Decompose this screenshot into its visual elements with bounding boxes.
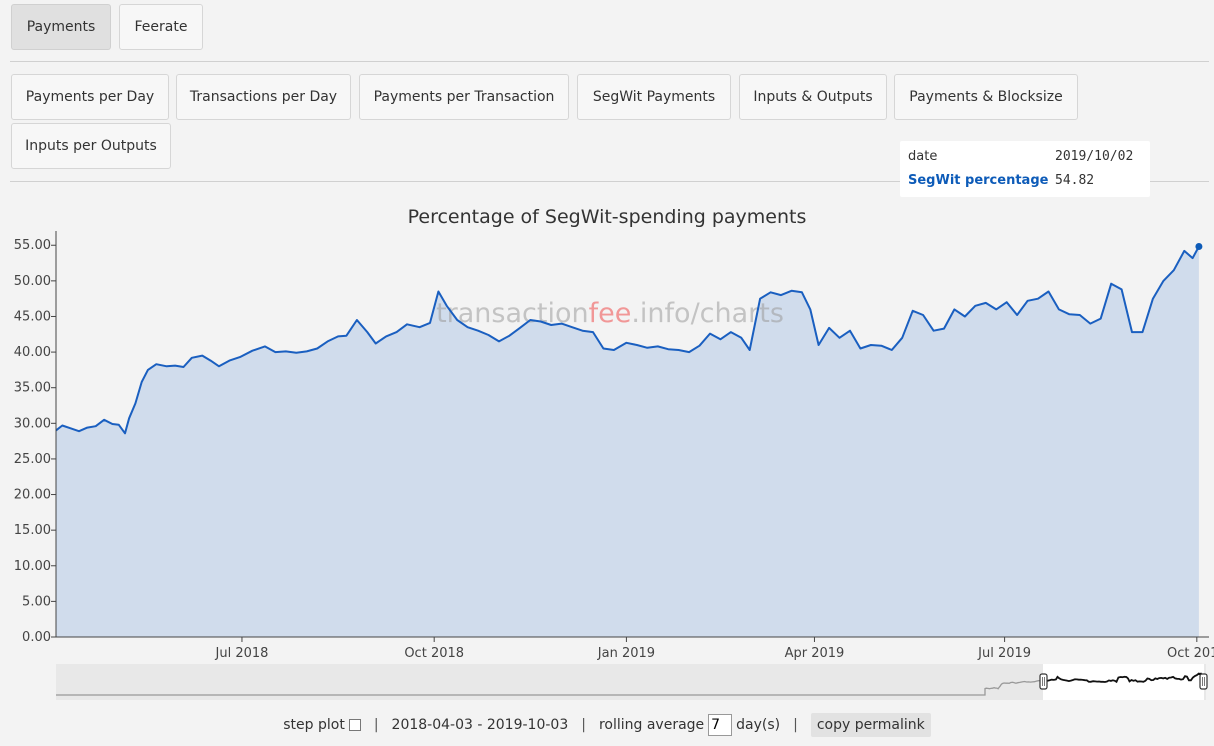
y-tick-label: 40.00 bbox=[14, 345, 51, 360]
date-range-text: 2018-04-03 - 2019-10-03 bbox=[391, 717, 569, 733]
x-tick-label: Jan 2019 bbox=[597, 646, 655, 661]
y-tick-label: 25.00 bbox=[14, 452, 51, 467]
y-tick-label: 0.00 bbox=[22, 630, 51, 645]
chart-button-payments-per-transaction[interactable]: Payments per Transaction bbox=[359, 74, 569, 120]
copy-permalink-button[interactable]: copy permalink bbox=[810, 713, 931, 737]
y-tick-label: 30.00 bbox=[14, 416, 51, 431]
chart-button-label: Payments per Day bbox=[25, 89, 155, 105]
x-tick-label: Jul 2018 bbox=[215, 646, 269, 661]
chart-button-label: Inputs per Outputs bbox=[25, 138, 157, 154]
y-tick-label: 20.00 bbox=[14, 488, 51, 503]
divider bbox=[10, 61, 1209, 62]
legend-date-value: 2019/10/02 bbox=[1055, 149, 1134, 164]
rolling-average-label: rolling average bbox=[598, 717, 705, 733]
watermark: transactionfee.info/charts bbox=[436, 298, 784, 329]
y-tick-label: 35.00 bbox=[14, 381, 51, 396]
separator: | bbox=[793, 717, 798, 733]
highlighted-point bbox=[1195, 243, 1203, 251]
y-tick-label: 15.00 bbox=[14, 523, 51, 538]
chart-button-label: Inputs & Outputs bbox=[753, 89, 873, 105]
chart-button-label: Payments & Blocksize bbox=[909, 89, 1063, 105]
chart-button-payments-blocksize[interactable]: Payments & Blocksize bbox=[894, 74, 1078, 120]
step-plot-label: step plot bbox=[283, 717, 345, 733]
tab-feerate-label: Feerate bbox=[134, 19, 188, 35]
tab-payments[interactable]: Payments bbox=[11, 4, 111, 50]
hover-legend: date 2019/10/02 SegWit percentage 54.82 bbox=[900, 141, 1150, 197]
chart-title: Percentage of SegWit-spending payments bbox=[407, 206, 807, 228]
rolling-unit-label: day(s) bbox=[736, 717, 781, 733]
range-selection bbox=[1043, 664, 1204, 700]
tab-payments-label: Payments bbox=[26, 19, 96, 35]
y-tick-label: 5.00 bbox=[22, 594, 51, 609]
y-tick-label: 50.00 bbox=[14, 274, 51, 289]
tab-feerate[interactable]: Feerate bbox=[119, 4, 203, 50]
series-line bbox=[55, 246, 1200, 435]
chart-controls: step plot | 2018-04-03 - 2019-10-03 | ro… bbox=[0, 712, 1214, 738]
separator: | bbox=[581, 717, 586, 733]
legend-series-value: 54.82 bbox=[1055, 173, 1095, 188]
y-tick-label: 10.00 bbox=[14, 559, 51, 574]
chart-button-label: Payments per Transaction bbox=[373, 89, 555, 105]
x-tick-label: Oct 2019 bbox=[1167, 646, 1214, 661]
legend-series-label: SegWit percentage bbox=[908, 173, 1049, 188]
chart-button-payments-per-day[interactable]: Payments per Day bbox=[11, 74, 169, 120]
range-handle-right[interactable] bbox=[1199, 673, 1208, 690]
chart-button-label: Transactions per Day bbox=[189, 89, 338, 105]
overview-line-selected bbox=[1043, 672, 1203, 684]
divider bbox=[10, 181, 1209, 182]
rolling-average-input[interactable] bbox=[708, 714, 733, 736]
range-background bbox=[56, 664, 1206, 700]
legend-date-label: date bbox=[908, 149, 938, 164]
chart-button-inputs-outputs[interactable]: Inputs & Outputs bbox=[739, 74, 887, 120]
chart-button-label: SegWit Payments bbox=[592, 89, 716, 105]
series-area bbox=[56, 246, 1199, 637]
y-tick-label: 55.00 bbox=[14, 238, 51, 253]
x-tick-label: Jul 2019 bbox=[977, 646, 1031, 661]
y-tick-label: 45.00 bbox=[14, 309, 51, 324]
range-selector[interactable] bbox=[56, 664, 1208, 700]
chart-button-transactions-per-day[interactable]: Transactions per Day bbox=[176, 74, 351, 120]
range-handle-left[interactable] bbox=[1039, 673, 1048, 690]
separator: | bbox=[373, 717, 379, 733]
x-tick-label: Oct 2018 bbox=[404, 646, 464, 661]
x-tick-label: Apr 2019 bbox=[785, 646, 845, 661]
step-plot-checkbox[interactable] bbox=[348, 719, 361, 731]
chart-button-segwit-payments[interactable]: SegWit Payments bbox=[577, 74, 731, 120]
chart-button-inputs-per-outputs[interactable]: Inputs per Outputs bbox=[11, 123, 171, 169]
